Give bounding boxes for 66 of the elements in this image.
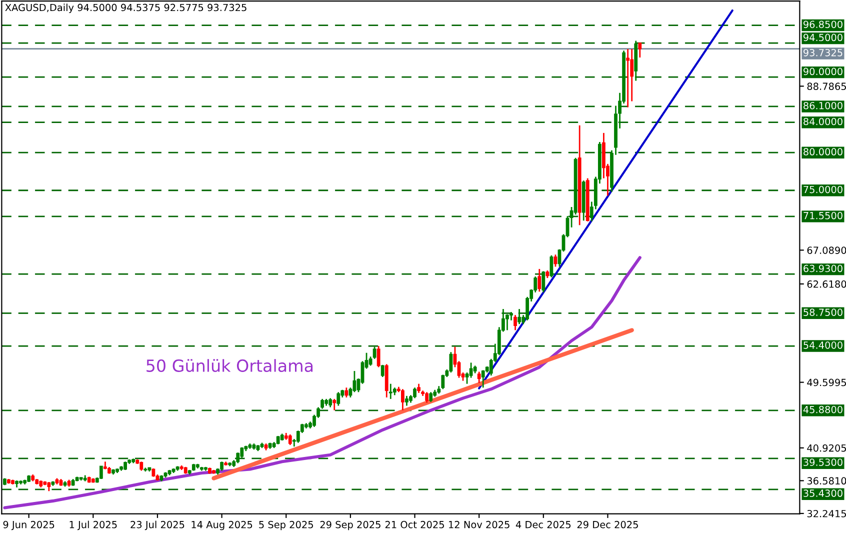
candlestick: [449, 351, 453, 374]
x-tick-label: 29 Dec 2025: [577, 520, 638, 528]
ref-line-label: 54.4000: [804, 342, 842, 349]
ref-line-label: 86.1000: [804, 102, 842, 110]
x-tick-label: 4 Dec 2025: [516, 520, 571, 528]
candlestick: [332, 398, 336, 411]
x-tick-label: 23 Jul 2025: [130, 520, 184, 530]
y-tick-label: 32.2415: [807, 510, 846, 518]
x-tick-label: 29 Sep 2025: [320, 520, 380, 530]
candlestick: [477, 371, 481, 384]
candlestick: [288, 434, 292, 446]
ref-line-label: 71.5500: [804, 212, 842, 220]
x-tick-label: 9 Jun 2025: [3, 520, 54, 530]
candlestick: [417, 383, 420, 394]
y-tick-label: 40.9205: [807, 444, 846, 452]
ref-line-label: 96.8500: [803, 20, 842, 28]
candlestick: [538, 268, 542, 292]
ref-line-label: 94.5000: [803, 34, 842, 42]
ref-line-label: 63.9300: [804, 264, 842, 272]
y-tick-label: 49.5995: [807, 378, 846, 386]
x-tick-label: 1 Jul 2025: [70, 520, 117, 530]
candlestick: [328, 397, 332, 408]
candlestick: [429, 391, 433, 403]
x-tick-label: 14 Aug 2025: [192, 520, 252, 530]
text: 50 Günlük Ortalama: [146, 359, 313, 372]
candlestick: [236, 452, 240, 464]
ref-line-label: 39.5300: [804, 458, 842, 466]
ref-line-label: 45.8800: [803, 406, 842, 414]
x-tick-label: 21 Oct 2025: [385, 520, 444, 528]
y-tick-label: 36.5810: [807, 477, 846, 485]
candlestick: [626, 48, 630, 108]
ref-line-label: 90.0000: [803, 68, 842, 76]
ref-line-label: 84.0000: [804, 118, 842, 126]
candlestick: [413, 386, 416, 399]
candlestick: [465, 372, 469, 385]
chart-title: XAGUSD,Daily 94.5000 94.5375 92.5775 93.7325: [5, 4, 246, 14]
candlestick: [220, 460, 224, 472]
candlestick: [514, 314, 517, 331]
candlestick: [388, 383, 392, 400]
candlestick: [638, 42, 642, 58]
y-tick-label: 62.6180: [807, 280, 846, 288]
ref-line-label: 35.4300: [804, 490, 842, 497]
y-tick-label: 67.0890: [807, 246, 846, 254]
candlestick: [481, 370, 485, 388]
x-tick-label: 12 Nov 2025: [449, 520, 510, 528]
line-series: [3, 256, 642, 510]
candlestick: [140, 460, 144, 472]
y-tick-label: 88.7865: [807, 82, 846, 90]
candlestick: [336, 391, 340, 406]
ref-line-label: 80.0000: [804, 148, 842, 156]
candlestick: [380, 364, 384, 378]
candlestick: [372, 346, 376, 360]
candlestick: [425, 391, 429, 404]
candlestick: [376, 345, 380, 368]
candlestick: [400, 388, 404, 411]
x-tick-label: 5 Sep 2025: [259, 520, 313, 530]
candlestick: [47, 481, 51, 492]
candlestick: [550, 254, 554, 278]
candlestick: [99, 465, 103, 480]
ref-line-label: 58.7500: [804, 308, 842, 316]
candlestick: [405, 395, 408, 406]
candlestick: [518, 308, 521, 325]
ref-line-label: 93.7325: [803, 48, 842, 56]
ref-line-label: 75.0000: [804, 186, 842, 194]
candlestick: [344, 386, 348, 398]
candlestick: [542, 270, 546, 294]
